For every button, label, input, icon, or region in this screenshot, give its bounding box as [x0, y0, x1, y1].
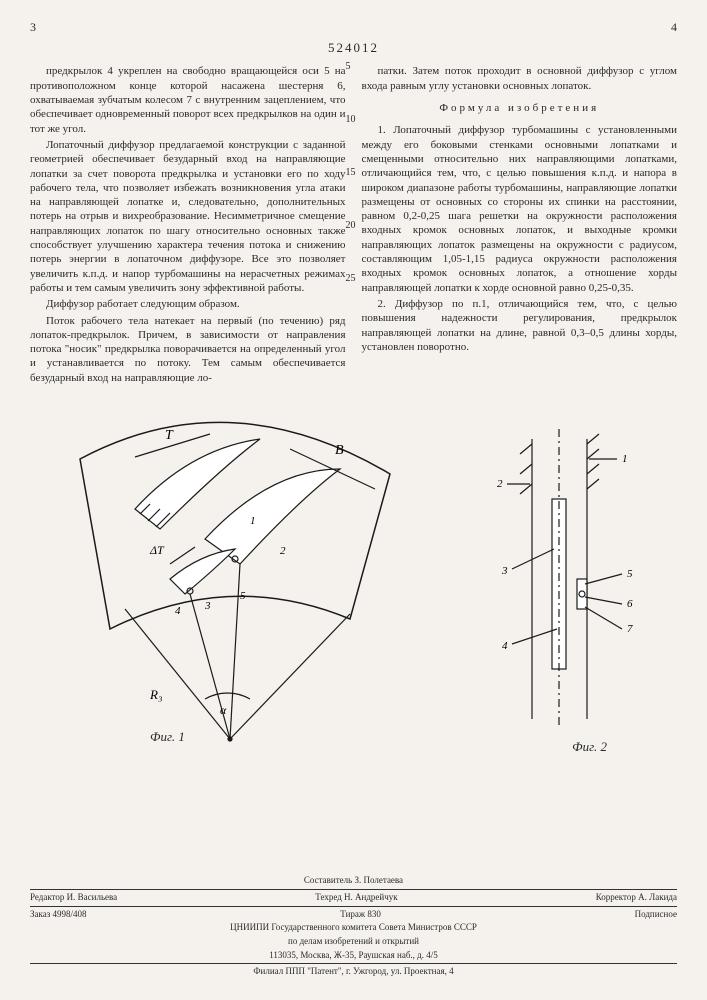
label-dT: ΔT — [149, 543, 165, 557]
ref-4: 4 — [502, 640, 508, 652]
editor: Редактор И. Васильева — [30, 892, 117, 904]
paragraph: предкрылок 4 укреплен на свободно вращаю… — [30, 64, 346, 135]
label-3: 3 — [204, 600, 211, 612]
line-markers: 5 10 15 20 25 — [346, 60, 356, 325]
document-number: 524012 — [30, 40, 677, 57]
order: Заказ 4998/408 — [30, 909, 87, 921]
filial: Филиал ППП "Патент", г. Ужгород, ул. Про… — [30, 966, 677, 978]
ref-3: 3 — [501, 565, 508, 577]
label-1: 1 — [250, 515, 256, 527]
ref-1: 1 — [622, 453, 628, 465]
page-number-right: 4 — [671, 20, 677, 36]
paragraph: Поток рабочего тела натекает на первый (… — [30, 314, 346, 385]
label-B: B — [335, 443, 344, 458]
claim: 2. Диффузор по п.1, отличающийся тем, чт… — [362, 297, 678, 354]
addr: 113035, Москва, Ж-35, Раушская наб., д. … — [30, 950, 677, 962]
label-T: T — [165, 428, 174, 443]
page-number-left: 3 — [30, 20, 36, 36]
corrector: Корректор А. Лакида — [596, 892, 677, 904]
tirazh: Тираж 830 — [340, 909, 381, 921]
claim: 1. Лопаточный диффузор турбомашины с уст… — [362, 123, 678, 295]
label-2: 2 — [280, 545, 286, 557]
left-column: предкрылок 4 укреплен на свободно вращаю… — [30, 64, 346, 387]
ref-6: 6 — [627, 598, 633, 610]
paragraph: патки. Затем поток проходит в основной д… — [362, 64, 678, 93]
label-R3: R₃ — [149, 687, 162, 702]
figure-2-label: Фиг. 2 — [572, 739, 607, 756]
label-alpha: α — [220, 703, 227, 717]
org: ЦНИИПИ Государственного комитета Совета … — [30, 922, 677, 934]
right-column: патки. Затем поток проходит в основной д… — [362, 64, 678, 387]
footer: Составитель З. Полетаева Редактор И. Вас… — [30, 873, 677, 980]
ref-7: 7 — [627, 623, 633, 635]
label-5: 5 — [240, 590, 246, 602]
figure-1: T B ΔT 1 2 3 4 5 R₃ α — [40, 399, 420, 749]
org2: по делам изобретений и открытий — [30, 936, 677, 948]
paragraph: Диффузор работает следующим образом. — [30, 297, 346, 311]
subscrib: Подписное — [635, 909, 677, 921]
figure-2: 1 2 3 4 5 6 7 — [477, 429, 657, 739]
figure-1-label: Фиг. 1 — [150, 729, 185, 746]
ref-5: 5 — [627, 568, 633, 580]
compiler: Составитель З. Полетаева — [30, 875, 677, 887]
label-4: 4 — [175, 605, 181, 617]
formula-title: Формула изобретения — [362, 101, 678, 115]
paragraph: Лопаточный диффузор предлагаемой констру… — [30, 138, 346, 295]
tech: Техред Н. Андрейчук — [315, 892, 397, 904]
ref-2: 2 — [497, 478, 503, 490]
